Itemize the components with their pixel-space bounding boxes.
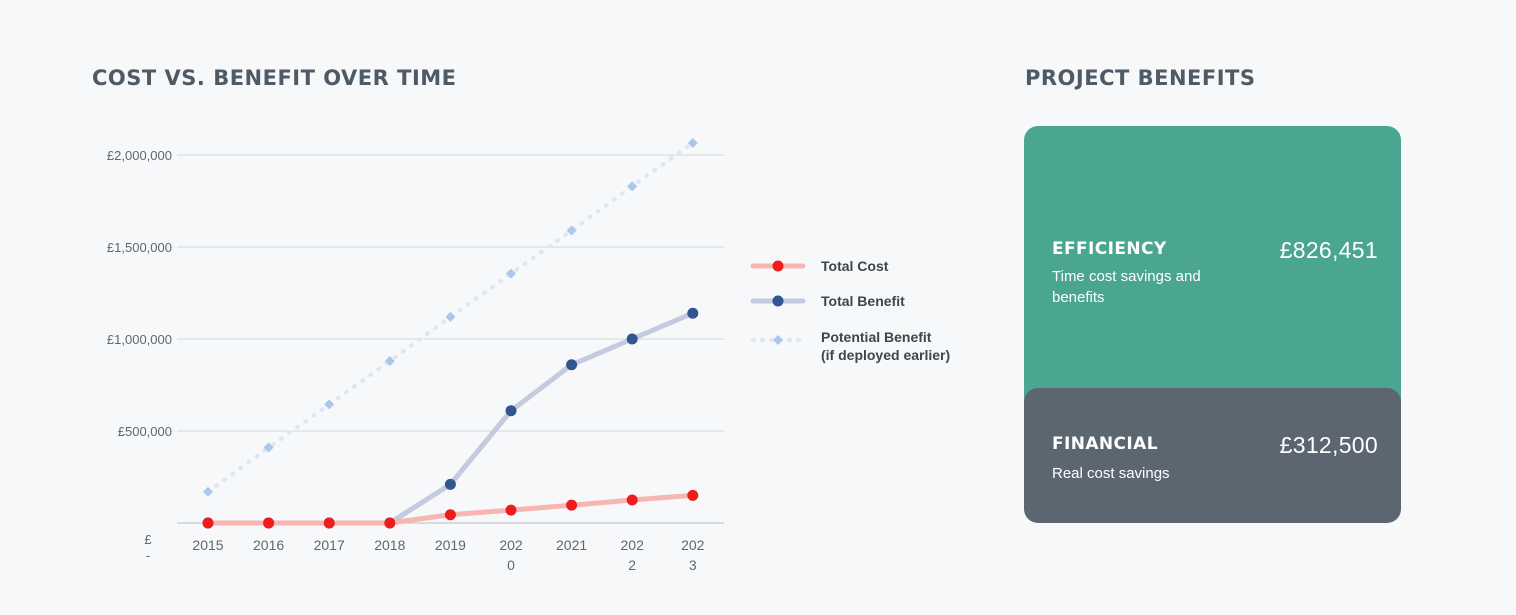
data-point xyxy=(203,486,213,497)
x-tick-label: 2015 xyxy=(192,537,223,553)
data-point xyxy=(687,307,699,319)
data-point xyxy=(687,489,699,501)
legend: Total Cost Total Benefit Potential Benefit… xyxy=(750,258,950,363)
data-point xyxy=(626,494,638,506)
data-point xyxy=(627,181,638,192)
grid-lines xyxy=(177,154,724,524)
data-point xyxy=(505,504,517,516)
data-point xyxy=(566,359,578,371)
efficiency-label: Efficiency xyxy=(1052,239,1167,259)
legend-item: Total Benefit xyxy=(750,293,905,309)
x-tick-label: 2018 xyxy=(374,537,405,553)
x-tick-label: 2021 xyxy=(556,537,587,553)
data-point xyxy=(505,405,517,417)
legend-item: Potential Benefit (if deployed earlier) xyxy=(751,329,950,363)
data-point xyxy=(323,517,335,529)
y-tick-label: £ - xyxy=(144,532,152,563)
data-point xyxy=(384,517,396,529)
data-point xyxy=(566,499,578,511)
data-point xyxy=(324,399,335,410)
data-point xyxy=(566,225,577,236)
financial-description: Real cost savings xyxy=(1052,465,1170,482)
efficiency-card: Efficiency £826,451 Time cost savings an… xyxy=(1024,126,1401,416)
financial-card: Financial £312,500 Real cost savings xyxy=(1024,388,1401,523)
data-point xyxy=(444,509,456,521)
y-axis-ticks: £ - £500,000 £1,000,000 £1,500,000 £2,000,000 xyxy=(107,148,172,563)
data-point xyxy=(384,356,395,367)
chart-title: Cost vs. Benefit Over Time xyxy=(92,66,457,90)
series xyxy=(202,138,699,529)
x-tick-label: 202 2 xyxy=(621,537,645,573)
x-axis-ticks: 2015 2016 2017 2018 2019 202 0 2021 202 2 202 3 xyxy=(192,537,704,573)
data-point xyxy=(202,517,214,529)
benefits-title: Project Benefits xyxy=(1025,66,1256,90)
legend-label: Potential Benefit (if deployed earlier) xyxy=(821,329,950,363)
data-point xyxy=(687,138,698,149)
legend-marker xyxy=(772,295,784,307)
efficiency-value: £826,451 xyxy=(1279,237,1378,263)
efficiency-description: Time cost savings and benefits xyxy=(1052,268,1201,306)
cost-benefit-chart: £ - £500,000 £1,000,000 £1,500,000 £2,000,000… xyxy=(107,138,950,573)
legend-item: Total Cost xyxy=(750,258,889,274)
x-tick-label: 2016 xyxy=(253,537,284,553)
series-total-cost xyxy=(202,489,699,529)
data-point xyxy=(263,517,275,529)
data-point xyxy=(263,442,274,453)
financial-value: £312,500 xyxy=(1279,432,1378,458)
y-tick-label: £1,500,000 xyxy=(107,240,172,255)
legend-marker xyxy=(772,260,784,272)
x-tick-label: 202 0 xyxy=(499,537,523,573)
data-point xyxy=(445,311,456,322)
y-tick-label: £2,000,000 xyxy=(107,148,172,163)
legend-marker xyxy=(773,335,783,345)
legend-label: Total Benefit xyxy=(821,293,905,309)
x-tick-label: 202 3 xyxy=(681,537,705,573)
data-point xyxy=(444,478,456,490)
legend-label: Total Cost xyxy=(821,258,889,274)
financial-label: Financial xyxy=(1052,434,1158,454)
data-point xyxy=(626,333,638,345)
x-tick-label: 2017 xyxy=(314,537,345,553)
y-tick-label: £1,000,000 xyxy=(107,332,172,347)
series-potential-benefit xyxy=(203,138,698,497)
series-total-benefit xyxy=(202,307,699,529)
y-tick-label: £500,000 xyxy=(118,424,172,439)
data-point xyxy=(506,268,516,279)
x-tick-label: 2019 xyxy=(435,537,466,553)
series-line xyxy=(205,310,696,526)
